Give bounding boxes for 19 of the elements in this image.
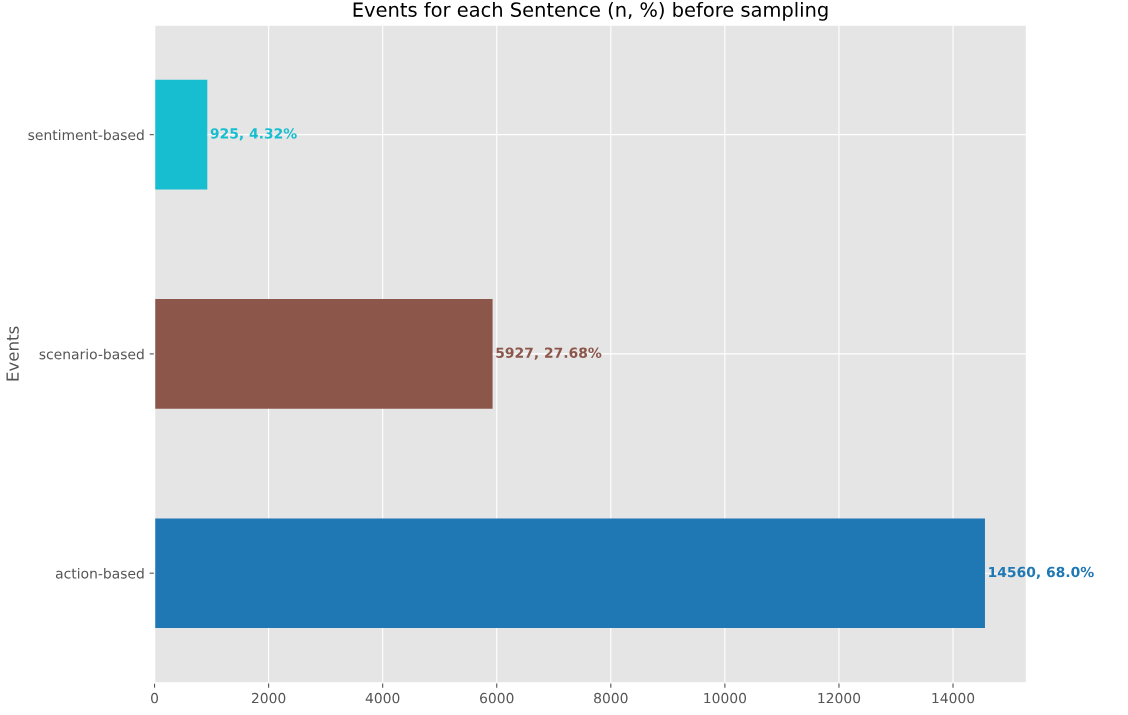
y-tick-label: scenario-based xyxy=(39,348,144,360)
data-label: 925, 4.32% xyxy=(210,128,297,141)
bar xyxy=(154,79,208,190)
bar xyxy=(154,518,985,629)
y-tick-label: sentiment-based xyxy=(28,129,144,141)
x-tick-label: 14000 xyxy=(932,692,975,704)
x-tick-label: 4000 xyxy=(365,692,400,704)
y-axis-title: Events xyxy=(6,326,19,381)
y-tick-label: action-based xyxy=(55,567,144,579)
x-tick-label: 0 xyxy=(151,692,159,704)
bar xyxy=(154,299,493,409)
data-label: 14560, 68.0% xyxy=(989,566,1094,579)
data-label: 5927, 27.68% xyxy=(496,347,602,360)
x-tick-label: 10000 xyxy=(704,692,747,704)
x-tick-label: 2000 xyxy=(251,692,286,704)
chart-title: Events for each Sentence (n, %) before sampling xyxy=(353,1,828,21)
x-tick-label: 12000 xyxy=(818,692,861,704)
x-tick-label: 6000 xyxy=(480,692,514,704)
x-tick-label: 8000 xyxy=(594,692,628,704)
